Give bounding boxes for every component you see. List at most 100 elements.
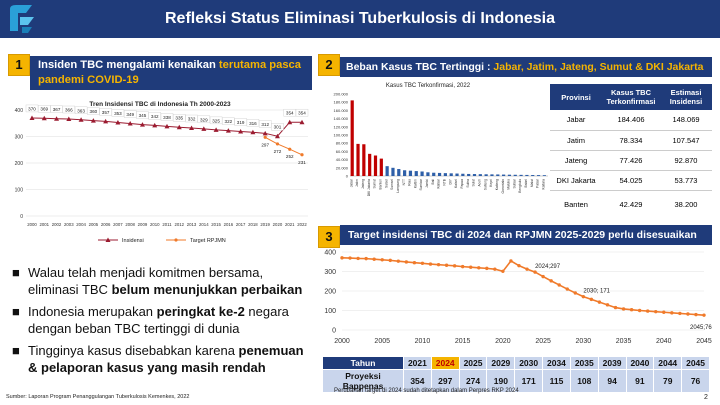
x-tick-label: Gorontalo — [501, 179, 505, 194]
legend-label: Target RPJMN — [190, 238, 226, 244]
data-point — [565, 287, 569, 291]
data-point — [127, 121, 133, 126]
data-label-box — [283, 108, 296, 117]
data-point — [428, 262, 433, 266]
data-label-box — [258, 120, 272, 128]
x-tick-label: 2030 — [576, 338, 592, 345]
data-point — [262, 130, 268, 136]
bar — [472, 174, 477, 176]
x-tick-label: Kalteng — [495, 179, 499, 190]
data-label: 252 — [286, 154, 294, 159]
y-tick-label: 60.000 — [336, 149, 349, 154]
x-tick-label: 2005 — [89, 222, 99, 227]
data-point — [444, 263, 449, 267]
column-header: Kasus TBC Terkonfirmasi — [606, 88, 656, 106]
x-tick-label: 2005 — [374, 338, 390, 345]
data-label: 366 — [65, 108, 73, 113]
data-label-box — [209, 116, 223, 125]
data-label-box — [111, 109, 125, 117]
data-label: 354 — [286, 111, 294, 116]
x-tick-label: Sulteng — [483, 179, 487, 190]
series-line — [341, 257, 705, 316]
value-cell: 79 — [653, 369, 683, 393]
year-cell: 2040 — [625, 356, 655, 370]
data-label: 353 — [114, 111, 122, 116]
data-point — [364, 256, 368, 261]
bar — [531, 175, 535, 176]
data-label-box — [74, 106, 88, 115]
panel-2-title: Beban Kasus TBC Tertinggi : Jabar, Jatim… — [340, 57, 712, 77]
table-cell: Jateng — [564, 155, 588, 165]
data-label: 2030; 171 — [583, 289, 610, 295]
x-tick-label: 2014 — [199, 222, 209, 227]
data-label-box — [136, 111, 149, 119]
bar — [420, 171, 424, 176]
x-tick-label: 2008 — [125, 222, 135, 227]
table-cell: Banten — [564, 199, 588, 209]
y-tick-label: 100 — [15, 188, 24, 194]
y-tick-label: 0 — [346, 174, 349, 179]
data-label: 297 — [261, 142, 269, 147]
x-tick-label: 2020 — [495, 338, 511, 345]
data-label: 329 — [200, 117, 208, 122]
bar — [449, 173, 453, 176]
data-label-box — [87, 107, 100, 115]
data-point — [201, 126, 207, 131]
row-header: Tahun — [322, 356, 404, 370]
y-tick-label: 100 — [324, 308, 336, 315]
bullet-marker-icon: ■ — [12, 265, 20, 280]
data-point — [493, 267, 497, 271]
bar — [350, 100, 354, 176]
bar — [490, 174, 494, 176]
bullet-marker-icon: ■ — [12, 343, 20, 358]
data-label: 316 — [249, 121, 257, 126]
x-tick-label: Sulbar — [512, 178, 516, 188]
panel-1-title-part2: terutama pasca — [218, 59, 302, 71]
projection-year-row: Tahun 2021 2024 2025 2029 2030 2034 2035 2039 204… — [322, 356, 710, 370]
bar — [368, 153, 372, 176]
x-tick-label: DKI Jakarta — [367, 179, 371, 196]
x-tick-label: 2019 — [260, 222, 270, 227]
data-point — [670, 311, 674, 315]
data-label: 345 — [139, 113, 147, 118]
x-tick-label: 2015 — [211, 222, 221, 227]
data-label-box — [160, 113, 174, 121]
data-point — [460, 264, 465, 269]
value-cell: 115 — [542, 369, 571, 393]
data-label: 301 — [274, 125, 282, 130]
data-label: 370 — [28, 106, 36, 111]
data-label: 272 — [274, 149, 282, 154]
data-point — [509, 259, 513, 263]
x-tick-label: Sulsel — [384, 179, 388, 188]
year-cell: 2034 — [542, 356, 571, 370]
y-tick-label: 200 — [324, 289, 336, 296]
table-row: DKI Jakarta 54.025 53.773 — [550, 170, 712, 190]
y-tick-label: 0 — [332, 328, 336, 335]
table-cell: 38.200 — [674, 199, 698, 209]
bullet-text: Tingginya kasus disebabkan karena penemu… — [28, 343, 304, 375]
bullet-list: ■ Walau telah menjadi komitmen bersama, … — [12, 264, 310, 376]
y-tick-label: 100.000 — [334, 133, 349, 138]
x-tick-label: 2018 — [248, 222, 258, 227]
bar — [437, 172, 442, 176]
page-number: 2 — [704, 394, 708, 401]
data-point — [485, 266, 489, 271]
x-tick-label: Kaltim — [413, 179, 417, 188]
x-tick-label: Sumsel — [390, 179, 394, 190]
year-cell: 2025 — [458, 356, 488, 370]
data-label: 349 — [126, 112, 134, 117]
bar — [484, 174, 488, 176]
data-label: 369 — [40, 107, 48, 112]
x-tick-label: Aceh — [477, 179, 481, 187]
year-cell: 2035 — [569, 356, 599, 370]
table-row: Banten 42.429 38.200 — [550, 190, 712, 218]
series-line-target — [264, 136, 303, 156]
bar — [513, 174, 517, 176]
bar — [362, 144, 366, 176]
x-tick-label: 2009 — [138, 222, 148, 227]
table-row: Jatim 78.334 107.547 — [550, 130, 712, 150]
data-point — [702, 313, 706, 317]
data-point — [541, 274, 545, 279]
y-tick-label: 0 — [20, 214, 23, 220]
x-tick-label: Sulut — [472, 179, 476, 187]
